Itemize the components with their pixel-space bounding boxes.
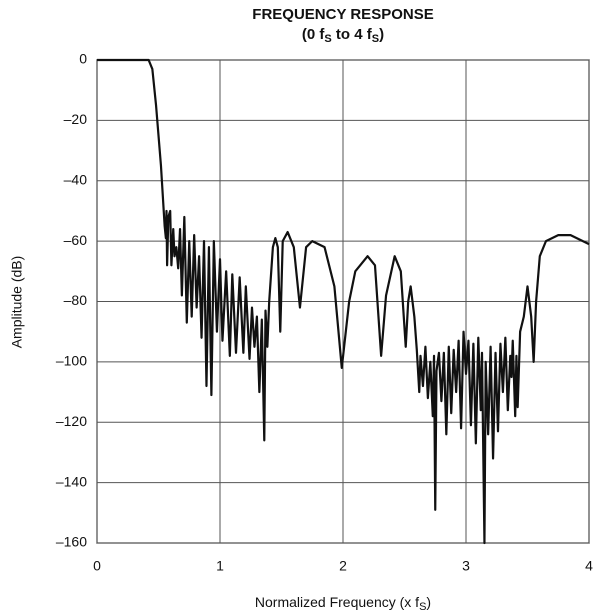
x-tick-label: 3 xyxy=(462,558,470,574)
y-tick-label: –160 xyxy=(56,534,87,550)
response-line xyxy=(97,58,590,545)
chart-subtitle: (0 fS to 4 fS) xyxy=(302,26,384,45)
x-axis-label: Normalized Frequency (x fS) xyxy=(255,594,431,613)
y-tick-label: –80 xyxy=(64,292,88,308)
y-axis-label: Amplitude (dB) xyxy=(9,256,25,349)
x-tick-label: 2 xyxy=(339,558,347,574)
y-tick-label: –100 xyxy=(56,353,87,369)
x-tick-label: 4 xyxy=(585,558,593,574)
y-tick-label: –60 xyxy=(64,232,88,248)
x-tick-label: 0 xyxy=(93,558,101,574)
y-tick-label: –20 xyxy=(64,111,88,127)
chart-title: FREQUENCY RESPONSE xyxy=(252,6,433,23)
y-tick-label: –120 xyxy=(56,413,87,429)
y-tick-label: 0 xyxy=(79,51,87,67)
x-tick-label: 1 xyxy=(216,558,224,574)
y-tick-label: –40 xyxy=(64,171,88,187)
y-tick-label: –140 xyxy=(56,473,87,489)
